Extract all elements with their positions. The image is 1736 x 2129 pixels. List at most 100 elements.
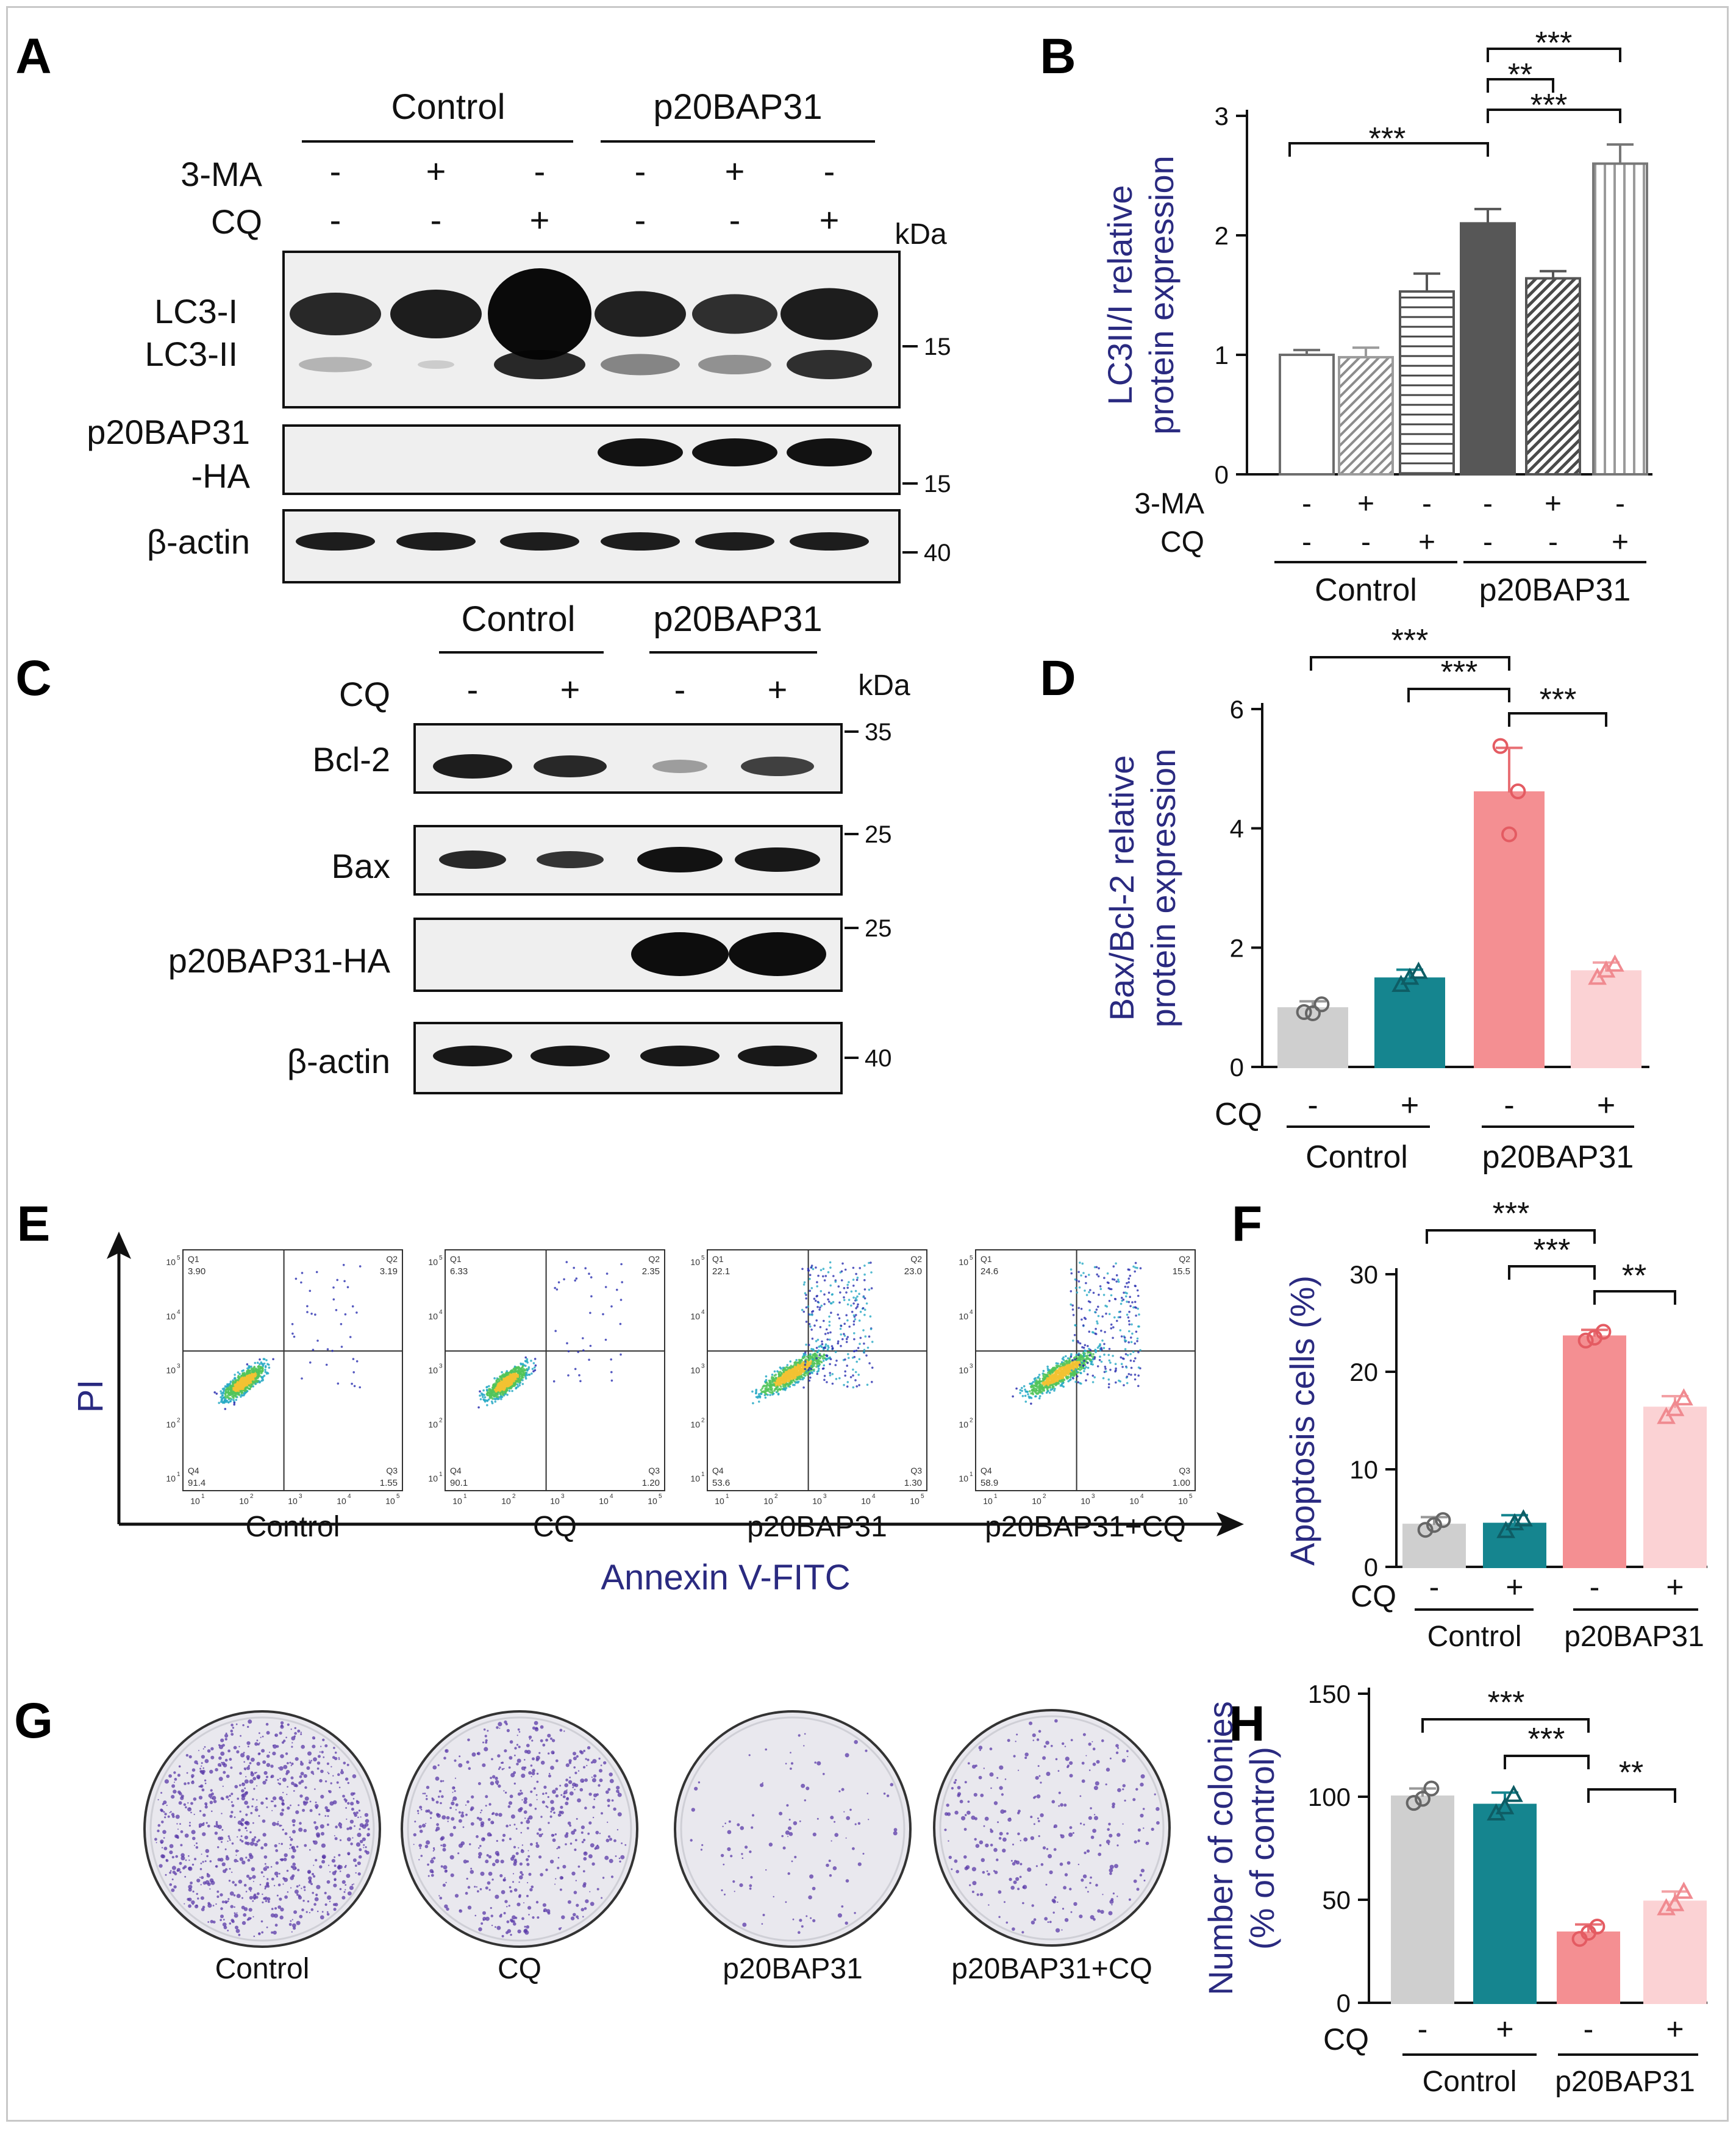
flow-plot-event xyxy=(829,1266,832,1269)
flow-plot-event xyxy=(490,1391,493,1394)
flow-plot-event xyxy=(1127,1286,1129,1288)
flow-plot-event xyxy=(239,1385,241,1388)
flow-plot-event xyxy=(1128,1310,1131,1313)
colony-dot xyxy=(234,1906,235,1908)
flow-plot-event xyxy=(830,1345,834,1347)
chart-f-sig-bracket xyxy=(1593,1290,1676,1305)
flow-plot-event xyxy=(620,1263,623,1266)
flow-plot-event xyxy=(828,1324,831,1327)
colony-dot xyxy=(163,1837,165,1839)
chart-f-group-p20bap31: p20BAP31 xyxy=(1564,1621,1704,1653)
flow-plot-event xyxy=(1049,1384,1052,1386)
flow-plot-event xyxy=(589,1311,591,1314)
colony-dot xyxy=(177,1828,179,1830)
flow-plot-event xyxy=(291,1332,294,1335)
flow-plot-event xyxy=(1030,1392,1032,1395)
flow-plot-event xyxy=(1069,1372,1072,1375)
flow-plot-event xyxy=(499,1375,501,1378)
flow-plot-event xyxy=(1130,1366,1133,1369)
flow-plot-event xyxy=(1123,1339,1126,1341)
chart-B-error-bar xyxy=(1540,269,1566,279)
flow-plot-event xyxy=(1085,1282,1087,1285)
blot-band-lc3-ii xyxy=(698,355,771,374)
flow-plot-event xyxy=(840,1333,842,1336)
flow-plot-event xyxy=(1030,1386,1033,1389)
blot-band-beta-actin xyxy=(695,532,774,551)
panel-c-kda-label: kDa xyxy=(858,669,910,702)
flow-plot-event xyxy=(852,1266,855,1269)
colony-dot xyxy=(324,1891,327,1895)
flow-plot-event xyxy=(866,1383,869,1386)
flow-plot-event xyxy=(1129,1274,1132,1277)
flow-plot-event xyxy=(809,1277,811,1280)
chart-F-y-tick-label: 30 xyxy=(1349,1260,1378,1289)
flow-plot-event xyxy=(1096,1273,1098,1276)
colony-dot xyxy=(339,1888,342,1891)
flow-plot-event xyxy=(829,1284,832,1287)
flow-plot-event xyxy=(293,1335,296,1338)
chart-h-sig-label: *** xyxy=(1488,1685,1525,1721)
flow-plot-event xyxy=(845,1341,848,1343)
flow-plot-event xyxy=(526,1358,529,1361)
flow-plot-event xyxy=(1103,1277,1106,1279)
flow-plot-event xyxy=(858,1358,861,1361)
blot-band-lc3-i xyxy=(780,288,878,340)
flow-plot-event xyxy=(773,1370,776,1373)
flow-plot-event xyxy=(1079,1261,1081,1264)
flow-plot-event xyxy=(251,1373,254,1376)
colony-dot xyxy=(318,1755,321,1758)
flow-plot-event xyxy=(838,1301,841,1304)
flow-plot-frame xyxy=(445,1249,665,1491)
flow-plot-event xyxy=(1082,1355,1085,1358)
flow-plot-event xyxy=(1119,1329,1122,1332)
blot-band-bcl-2 xyxy=(534,755,607,777)
flow-plot-event xyxy=(846,1336,849,1338)
flow-plot-event xyxy=(856,1276,859,1279)
flow-plot-event xyxy=(1038,1377,1041,1380)
flow-plot-event xyxy=(610,1305,613,1308)
chart-D-point xyxy=(1510,783,1526,800)
flow-plot-event xyxy=(604,1286,607,1288)
flow-plot-event xyxy=(1060,1367,1063,1369)
flow-plot-event xyxy=(235,1396,237,1398)
flow-plot-event xyxy=(510,1387,512,1390)
flow-plot-event xyxy=(237,1375,240,1378)
colony-dot xyxy=(170,1811,172,1813)
flow-plot-event xyxy=(332,1286,335,1289)
colony-dot xyxy=(241,1789,245,1793)
chart-H-bar xyxy=(1643,1900,1707,2004)
colony-dot xyxy=(204,1746,206,1748)
flow-plot-event xyxy=(801,1364,804,1366)
chart-H-point xyxy=(1495,1797,1515,1814)
flow-plot-event xyxy=(512,1370,514,1373)
flow-plot-event xyxy=(846,1364,848,1367)
flow-plot-event xyxy=(524,1360,527,1363)
flow-plot-event xyxy=(1055,1362,1058,1364)
colony-dot xyxy=(229,1839,231,1841)
flow-plot-event xyxy=(554,1330,557,1332)
chart-F-point xyxy=(1435,1512,1451,1528)
flow-plot-event xyxy=(221,1391,224,1394)
panel-c-cq-sign: - xyxy=(674,670,686,708)
flow-plot-event xyxy=(234,1388,237,1391)
flow-plot-event xyxy=(1124,1348,1127,1350)
flow-plot-event xyxy=(250,1367,253,1370)
flow-plot-event xyxy=(500,1388,502,1391)
flow-plot-event xyxy=(254,1383,257,1385)
flow-plot-event xyxy=(859,1336,862,1339)
flow-plot-event xyxy=(1074,1380,1077,1383)
flow-plot-event xyxy=(259,1363,261,1366)
flow-y-tick-label: 10 xyxy=(428,1366,438,1375)
flow-plot-event xyxy=(492,1385,495,1388)
flow-plot-event xyxy=(238,1372,241,1375)
flow-plot-event xyxy=(1066,1357,1070,1360)
flow-plot-event xyxy=(1131,1301,1134,1303)
flow-q2-value: 3.19 xyxy=(380,1266,398,1277)
flow-plot-event xyxy=(497,1389,499,1392)
flow-plot-event xyxy=(249,1387,251,1390)
panel-label-F: F xyxy=(1232,1196,1262,1252)
colony-dot xyxy=(227,1799,230,1801)
flow-plot-event xyxy=(1120,1302,1123,1305)
flow-plot-event xyxy=(856,1295,859,1298)
flow-plot-event xyxy=(1062,1382,1065,1384)
